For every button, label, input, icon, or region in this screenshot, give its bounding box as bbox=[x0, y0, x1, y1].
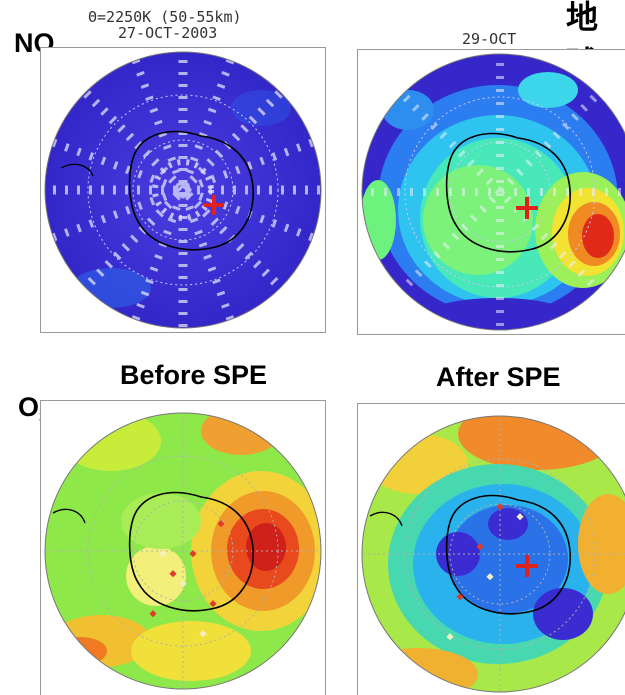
map-nox-before bbox=[40, 47, 326, 333]
column-label-after: After SPE bbox=[436, 362, 561, 392]
marker-cross bbox=[516, 555, 538, 577]
marker-cross bbox=[516, 197, 538, 219]
map-nox-after bbox=[357, 49, 625, 335]
theta-label: Θ=2250K (50-55km) bbox=[88, 8, 242, 26]
map-o3-before bbox=[40, 400, 326, 695]
date-label-right: 29-OCT bbox=[462, 30, 517, 48]
map-o3-after bbox=[357, 403, 625, 695]
column-label-before: Before SPE bbox=[120, 360, 268, 390]
marker-cross bbox=[204, 195, 224, 215]
date-label-left: 27-OCT-2003 bbox=[118, 24, 218, 42]
